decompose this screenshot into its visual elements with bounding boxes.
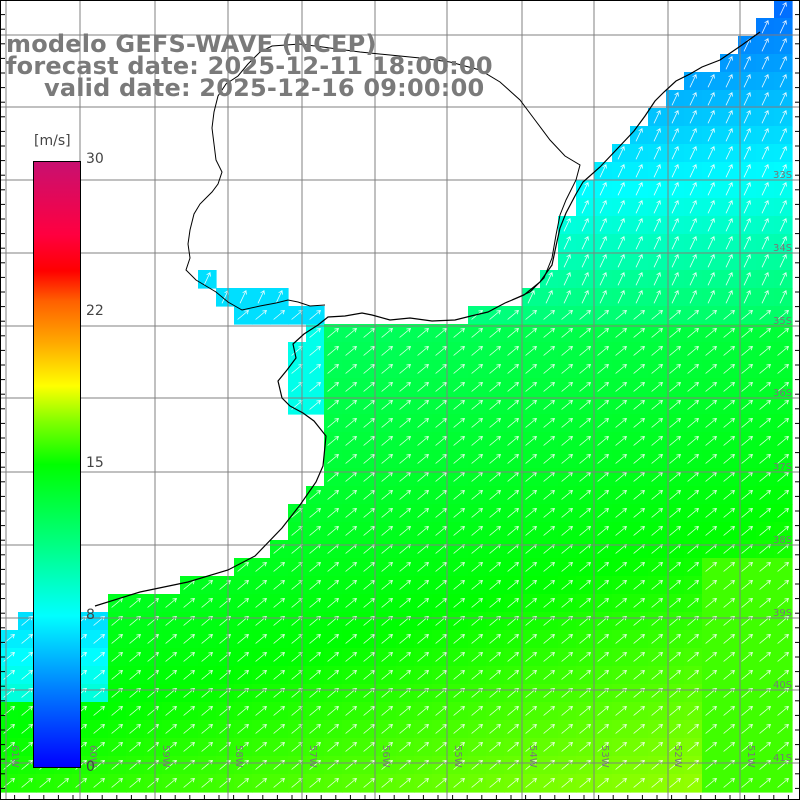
latitude-labels: 33S 34S 35S 36S 37S 38S 39S 40S 41S <box>773 170 792 764</box>
lat-label: 38S <box>773 535 792 546</box>
lat-label: 33S <box>773 170 792 181</box>
forecast-date: forecast date: 2025-12-11 18:00:00 <box>6 52 493 80</box>
legend-tick-min: 0 <box>86 759 95 775</box>
lon-label: 57W <box>307 745 318 768</box>
legend-tick-22: 22 <box>86 303 104 319</box>
legend-tick-max: 30 <box>86 151 104 167</box>
coastline-inland <box>185 43 581 311</box>
colorbar <box>33 161 81 768</box>
lon-label: 56W <box>380 745 391 768</box>
lon-label: 51W <box>745 745 756 768</box>
legend-unit: [m/s] <box>34 133 71 149</box>
longitude-labels: 61W 60W 59W 58W 57W 56W 55W 54W 53W 52W 51W <box>9 745 756 768</box>
lat-label: 34S <box>773 243 792 254</box>
lon-label: 53W <box>599 745 610 768</box>
lon-label: 55W <box>452 745 463 768</box>
model-title: modelo GEFS-WAVE (NCEP) <box>6 30 377 58</box>
wind-arrows <box>3 2 789 788</box>
lon-label: 60W <box>87 745 98 768</box>
lat-label: 40S <box>773 680 792 691</box>
lon-label: 58W <box>233 745 244 768</box>
lat-label: 39S <box>773 608 792 619</box>
lon-label: 61W <box>9 745 20 768</box>
lat-label: 41S <box>773 753 792 764</box>
legend-tick-15: 15 <box>86 455 104 471</box>
lon-label: 52W <box>672 745 683 768</box>
lat-label: 35S <box>773 316 792 327</box>
lat-label: 36S <box>773 388 792 399</box>
valid-date: valid date: 2025-12-16 09:00:00 <box>44 74 485 102</box>
legend-tick-8: 8 <box>86 607 95 623</box>
coastline-main <box>94 31 761 607</box>
lon-label: 54W <box>527 745 538 768</box>
lon-label: 59W <box>160 745 171 768</box>
lat-label: 37S <box>773 462 792 473</box>
